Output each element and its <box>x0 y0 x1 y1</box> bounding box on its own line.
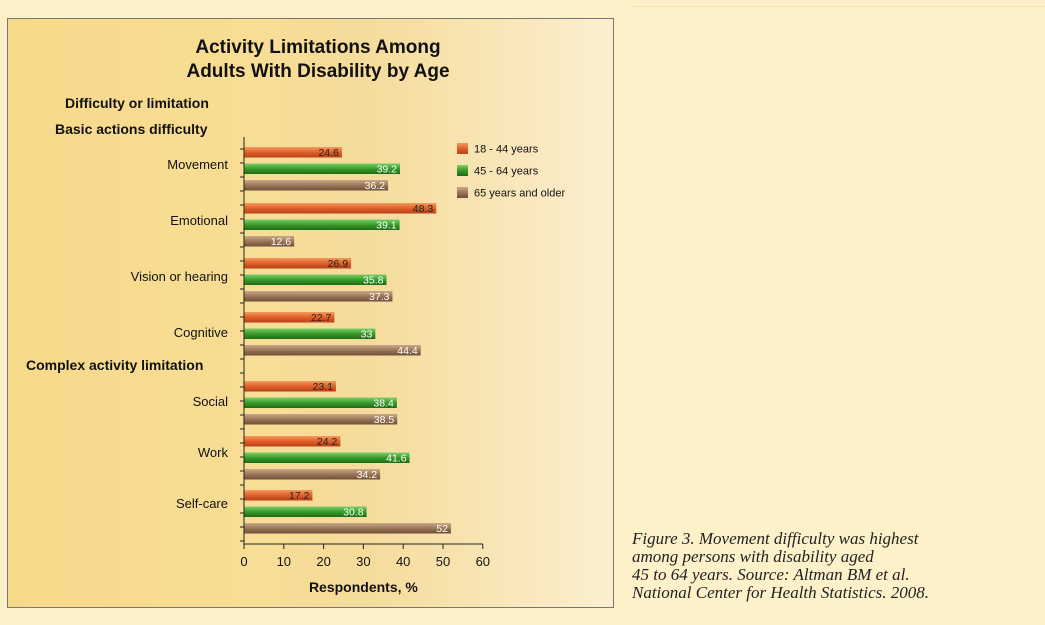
category-label-work: Work <box>197 445 228 460</box>
legend-label-1: 45 - 64 years <box>474 166 539 178</box>
category-label-cognitive: Cognitive <box>173 325 228 340</box>
bar-value-label: 39.2 <box>377 164 398 176</box>
bar-self-care-series-2 <box>244 523 451 534</box>
bar-value-label: 41.6 <box>386 453 407 465</box>
bar-value-label: 24.6 <box>318 147 339 159</box>
bar-work-series-1 <box>244 452 410 463</box>
x-tick-label: 0 <box>240 554 247 569</box>
bar-self-care-series-0 <box>244 490 313 501</box>
x-axis-title: Respondents, % <box>309 579 418 595</box>
category-label-movement: Movement <box>167 157 228 172</box>
bar-social-series-1 <box>244 397 397 408</box>
bar-movement-series-2 <box>244 180 389 191</box>
bar-value-label: 23.1 <box>313 381 334 393</box>
section-heading-complex: Complex activity limitation <box>26 357 204 373</box>
bar-value-label: 48.3 <box>413 203 434 215</box>
legend-swatch-0 <box>457 143 468 154</box>
caption-line-2: among persons with disability aged <box>632 547 874 566</box>
bar-value-label: 34.2 <box>357 469 378 481</box>
x-tick-label: 60 <box>476 554 490 569</box>
chart-title-line-2: Adults With Disability by Age <box>186 61 450 82</box>
bar-value-label: 12.6 <box>271 236 292 248</box>
bar-value-label: 30.8 <box>343 507 364 519</box>
bar-value-label: 22.7 <box>311 312 332 324</box>
section-heading-difficulty: Difficulty or limitation <box>65 95 209 111</box>
bar-vision-or-hearing-series-2 <box>244 291 393 302</box>
bar-value-label: 37.3 <box>369 291 390 303</box>
bar-movement-series-0 <box>244 147 342 158</box>
chart-panel: Activity Limitations Among Adults With D… <box>7 18 614 608</box>
bar-emotional-series-0 <box>244 203 437 214</box>
bar-movement-series-1 <box>244 163 401 174</box>
bar-cognitive-series-1 <box>244 328 376 339</box>
bar-value-label: 17.2 <box>289 490 310 502</box>
x-tick-label: 50 <box>436 554 450 569</box>
chart-title-line-1: Activity Limitations Among <box>195 37 441 58</box>
bar-value-label: 44.4 <box>397 345 418 357</box>
category-label-emotional: Emotional <box>170 213 228 228</box>
bar-emotional-series-2 <box>244 236 295 247</box>
bar-work-series-2 <box>244 469 381 480</box>
bar-vision-or-hearing-series-1 <box>244 274 387 285</box>
x-tick-label: 30 <box>356 554 370 569</box>
bar-value-label: 26.9 <box>328 258 349 270</box>
legend-label-2: 65 years and older <box>474 188 565 200</box>
bar-self-care-series-1 <box>244 506 367 517</box>
legend-swatch-2 <box>457 187 468 198</box>
bar-value-label: 38.4 <box>373 398 394 410</box>
bar-cognitive-series-2 <box>244 345 421 356</box>
bar-social-series-0 <box>244 381 336 392</box>
bar-value-label: 38.5 <box>374 414 395 426</box>
legend-label-0: 18 - 44 years <box>474 144 539 156</box>
category-label-social: Social <box>192 394 228 409</box>
x-tick-label: 10 <box>277 554 291 569</box>
bar-social-series-2 <box>244 414 398 425</box>
bar-value-label: 52 <box>436 523 448 535</box>
x-tick-label: 40 <box>396 554 410 569</box>
bar-value-label: 39.1 <box>376 220 397 232</box>
bar-vision-or-hearing-series-0 <box>244 258 352 269</box>
caption-line-4: National Center for Health Statistics. 2… <box>632 583 930 602</box>
bar-cognitive-series-0 <box>244 312 335 323</box>
bar-value-label: 33 <box>361 329 373 341</box>
bar-value-label: 35.8 <box>363 275 384 287</box>
section-heading-basic: Basic actions difficulty <box>55 121 208 137</box>
caption-line-3: 45 to 64 years. Source: Altman BM et al. <box>632 565 910 584</box>
caption-line-1: Figure 3. Movement difficulty was highes… <box>632 529 919 548</box>
top-rule <box>632 6 1045 7</box>
bar-value-label: 24.2 <box>317 436 338 448</box>
figure-caption: Figure 3. Movement difficulty was highes… <box>632 530 1042 602</box>
legend-swatch-1 <box>457 165 468 176</box>
category-label-vision: Vision or hearing <box>130 269 228 284</box>
category-label-selfcare: Self-care <box>175 496 228 511</box>
x-tick-label: 20 <box>316 554 330 569</box>
bar-emotional-series-1 <box>244 219 400 230</box>
bar-work-series-0 <box>244 436 341 447</box>
bar-value-label: 36.2 <box>365 180 386 192</box>
bar-chart: 24.6 39.2 36.2 48.3 39.1 12.6 26.9 35.8 37.3 22.7… <box>240 137 565 595</box>
